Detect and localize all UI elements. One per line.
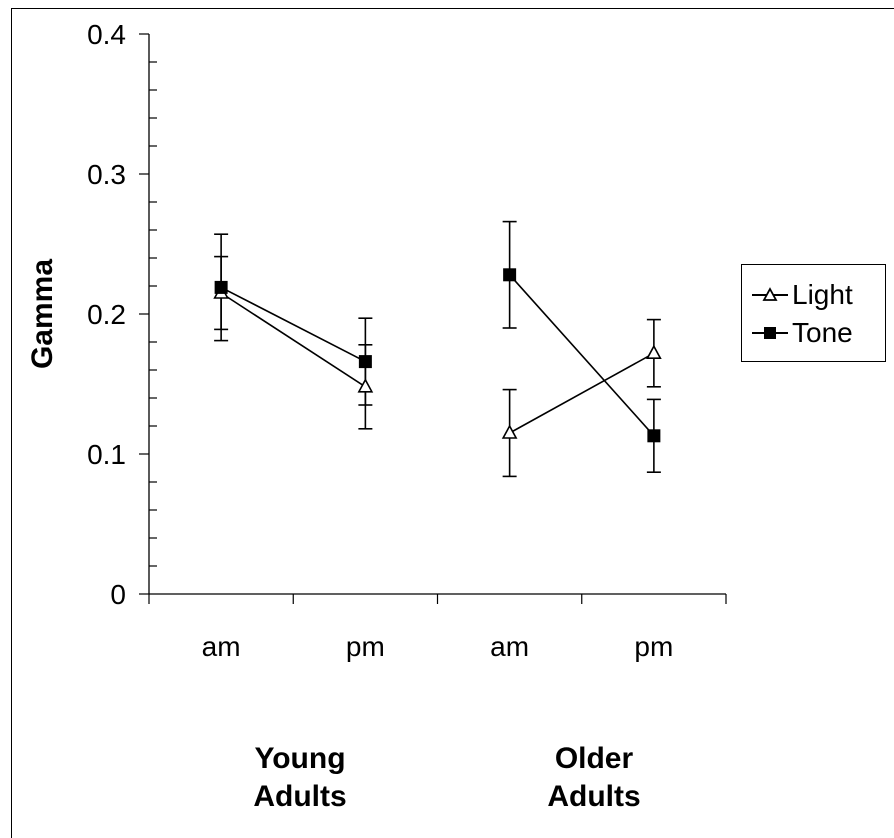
y-tick-label: 0	[110, 579, 126, 610]
series-line-light	[220, 292, 366, 388]
data-point-tone	[503, 268, 517, 282]
series-line-tone	[509, 274, 655, 437]
x-tick-label: am	[490, 631, 529, 662]
open-triangle-icon	[752, 287, 788, 301]
figure-frame	[11, 8, 894, 838]
legend-label-tone: Tone	[792, 317, 853, 348]
data-point-light	[501, 424, 518, 439]
filled-square-icon	[752, 327, 788, 339]
axes	[139, 33, 727, 604]
x-tick-labels: am pm am pm	[202, 631, 674, 662]
series-line-light	[509, 352, 655, 434]
x-tick-label: pm	[346, 631, 385, 662]
group-label-young-line2: Adults	[253, 780, 347, 813]
y-tick-label: 0.2	[87, 299, 126, 330]
x-tick-label: pm	[634, 631, 673, 662]
data-point-light	[646, 344, 662, 360]
y-tick-label: 0.4	[87, 19, 126, 50]
x-tick-label: am	[202, 631, 241, 662]
legend-item-tone: Tone	[750, 317, 853, 349]
y-tick-label: 0.1	[87, 439, 126, 470]
group-label-older: Older Adults	[494, 740, 694, 816]
y-tick-label: 0.3	[87, 159, 126, 190]
data-point-tone	[214, 280, 228, 294]
plot-area	[213, 220, 662, 478]
legend: Light Tone	[741, 264, 886, 362]
y-tick-labels: 0 0.1 0.2 0.3 0.4	[87, 19, 126, 610]
y-axis-label: Gamma	[26, 259, 59, 369]
data-point-tone	[647, 429, 661, 443]
series-line-tone	[220, 286, 366, 363]
legend-item-light: Light	[750, 279, 853, 311]
group-label-older-line2: Adults	[547, 780, 641, 813]
data-point-light	[357, 378, 374, 393]
group-label-older-line1: Older	[554, 742, 634, 775]
data-point-tone	[358, 355, 372, 369]
group-label-young: Young Adults	[200, 740, 400, 816]
group-label-young-line1: Young	[254, 742, 346, 775]
legend-label-light: Light	[792, 279, 853, 310]
